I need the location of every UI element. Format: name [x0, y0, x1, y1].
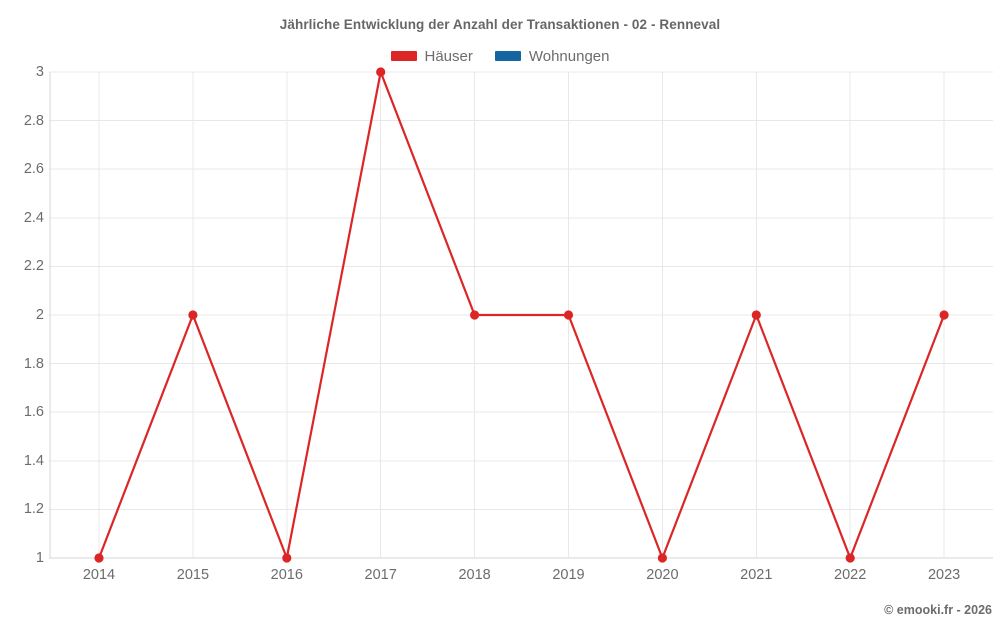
y-axis-tick-label: 2.2 [23, 258, 44, 275]
legend-item-label: Häuser [424, 47, 473, 65]
data-point-0 [563, 310, 574, 320]
y-axis-tick-label: 1.8 [23, 355, 44, 372]
legend-item-wohnungen[interactable]: Wohnungen [494, 47, 610, 65]
data-point-0 [94, 553, 104, 563]
x-axis-tick-label: 2016 [270, 567, 303, 583]
series-line-0 [97, 70, 946, 560]
y-axis-labels: 1 1.2 1.4 1.6 1.8 2 2.2 2.4 2.6 2.8 3 [0, 0, 44, 625]
y-axis-tick-label: 2.6 [23, 161, 44, 178]
x-axis-tick-label: 2023 [927, 567, 961, 583]
legend-item-label: Wohnungen [528, 47, 610, 65]
y-axis-tick-label: 2.8 [23, 112, 44, 129]
data-point-0 [376, 67, 386, 77]
y-axis-tick-label: 1.2 [23, 501, 44, 518]
chart-legend: Häuser Wohnungen [0, 45, 1000, 67]
x-axis-tick-label: 2022 [834, 567, 867, 583]
x-axis-labels: 2014 2015 2016 2017 2018 2019 2020 2021 2022 2023 [0, 567, 1000, 591]
x-axis-tick-label: 2020 [646, 567, 679, 583]
plot-area [49, 67, 993, 563]
y-axis-tick-label: 2.4 [23, 209, 44, 226]
legend-item-hauser[interactable]: Häuser [390, 47, 473, 65]
y-axis-tick-label: 2 [35, 307, 44, 323]
y-axis-tick-label: 3 [35, 64, 44, 80]
legend-swatch-icon [494, 51, 521, 61]
data-point-0 [845, 553, 855, 563]
plot-svg [49, 67, 993, 563]
x-axis-tick-label: 2019 [552, 567, 585, 583]
x-axis-tick-label: 2018 [458, 567, 491, 583]
data-point-0 [939, 310, 949, 320]
data-point-0 [282, 553, 292, 563]
x-axis-tick-label: 2021 [740, 567, 773, 583]
data-point-0 [188, 310, 198, 320]
data-point-0 [470, 310, 480, 320]
x-axis-tick-label: 2014 [82, 567, 116, 583]
data-point-0 [751, 310, 761, 320]
y-axis-tick-label: 1.6 [23, 404, 44, 421]
legend-swatch-icon [390, 51, 417, 61]
chart-title: Jährliche Entwicklung der Anzahl der Tra… [279, 17, 721, 32]
data-point-0 [657, 553, 668, 563]
y-axis-tick-label: 1.4 [23, 452, 44, 469]
x-axis-tick-label: 2015 [176, 567, 210, 583]
footer-credit: © emooki.fr - 2026 [884, 603, 992, 617]
x-axis-tick-label: 2017 [364, 567, 397, 583]
y-axis-tick-label: 1 [35, 550, 44, 566]
